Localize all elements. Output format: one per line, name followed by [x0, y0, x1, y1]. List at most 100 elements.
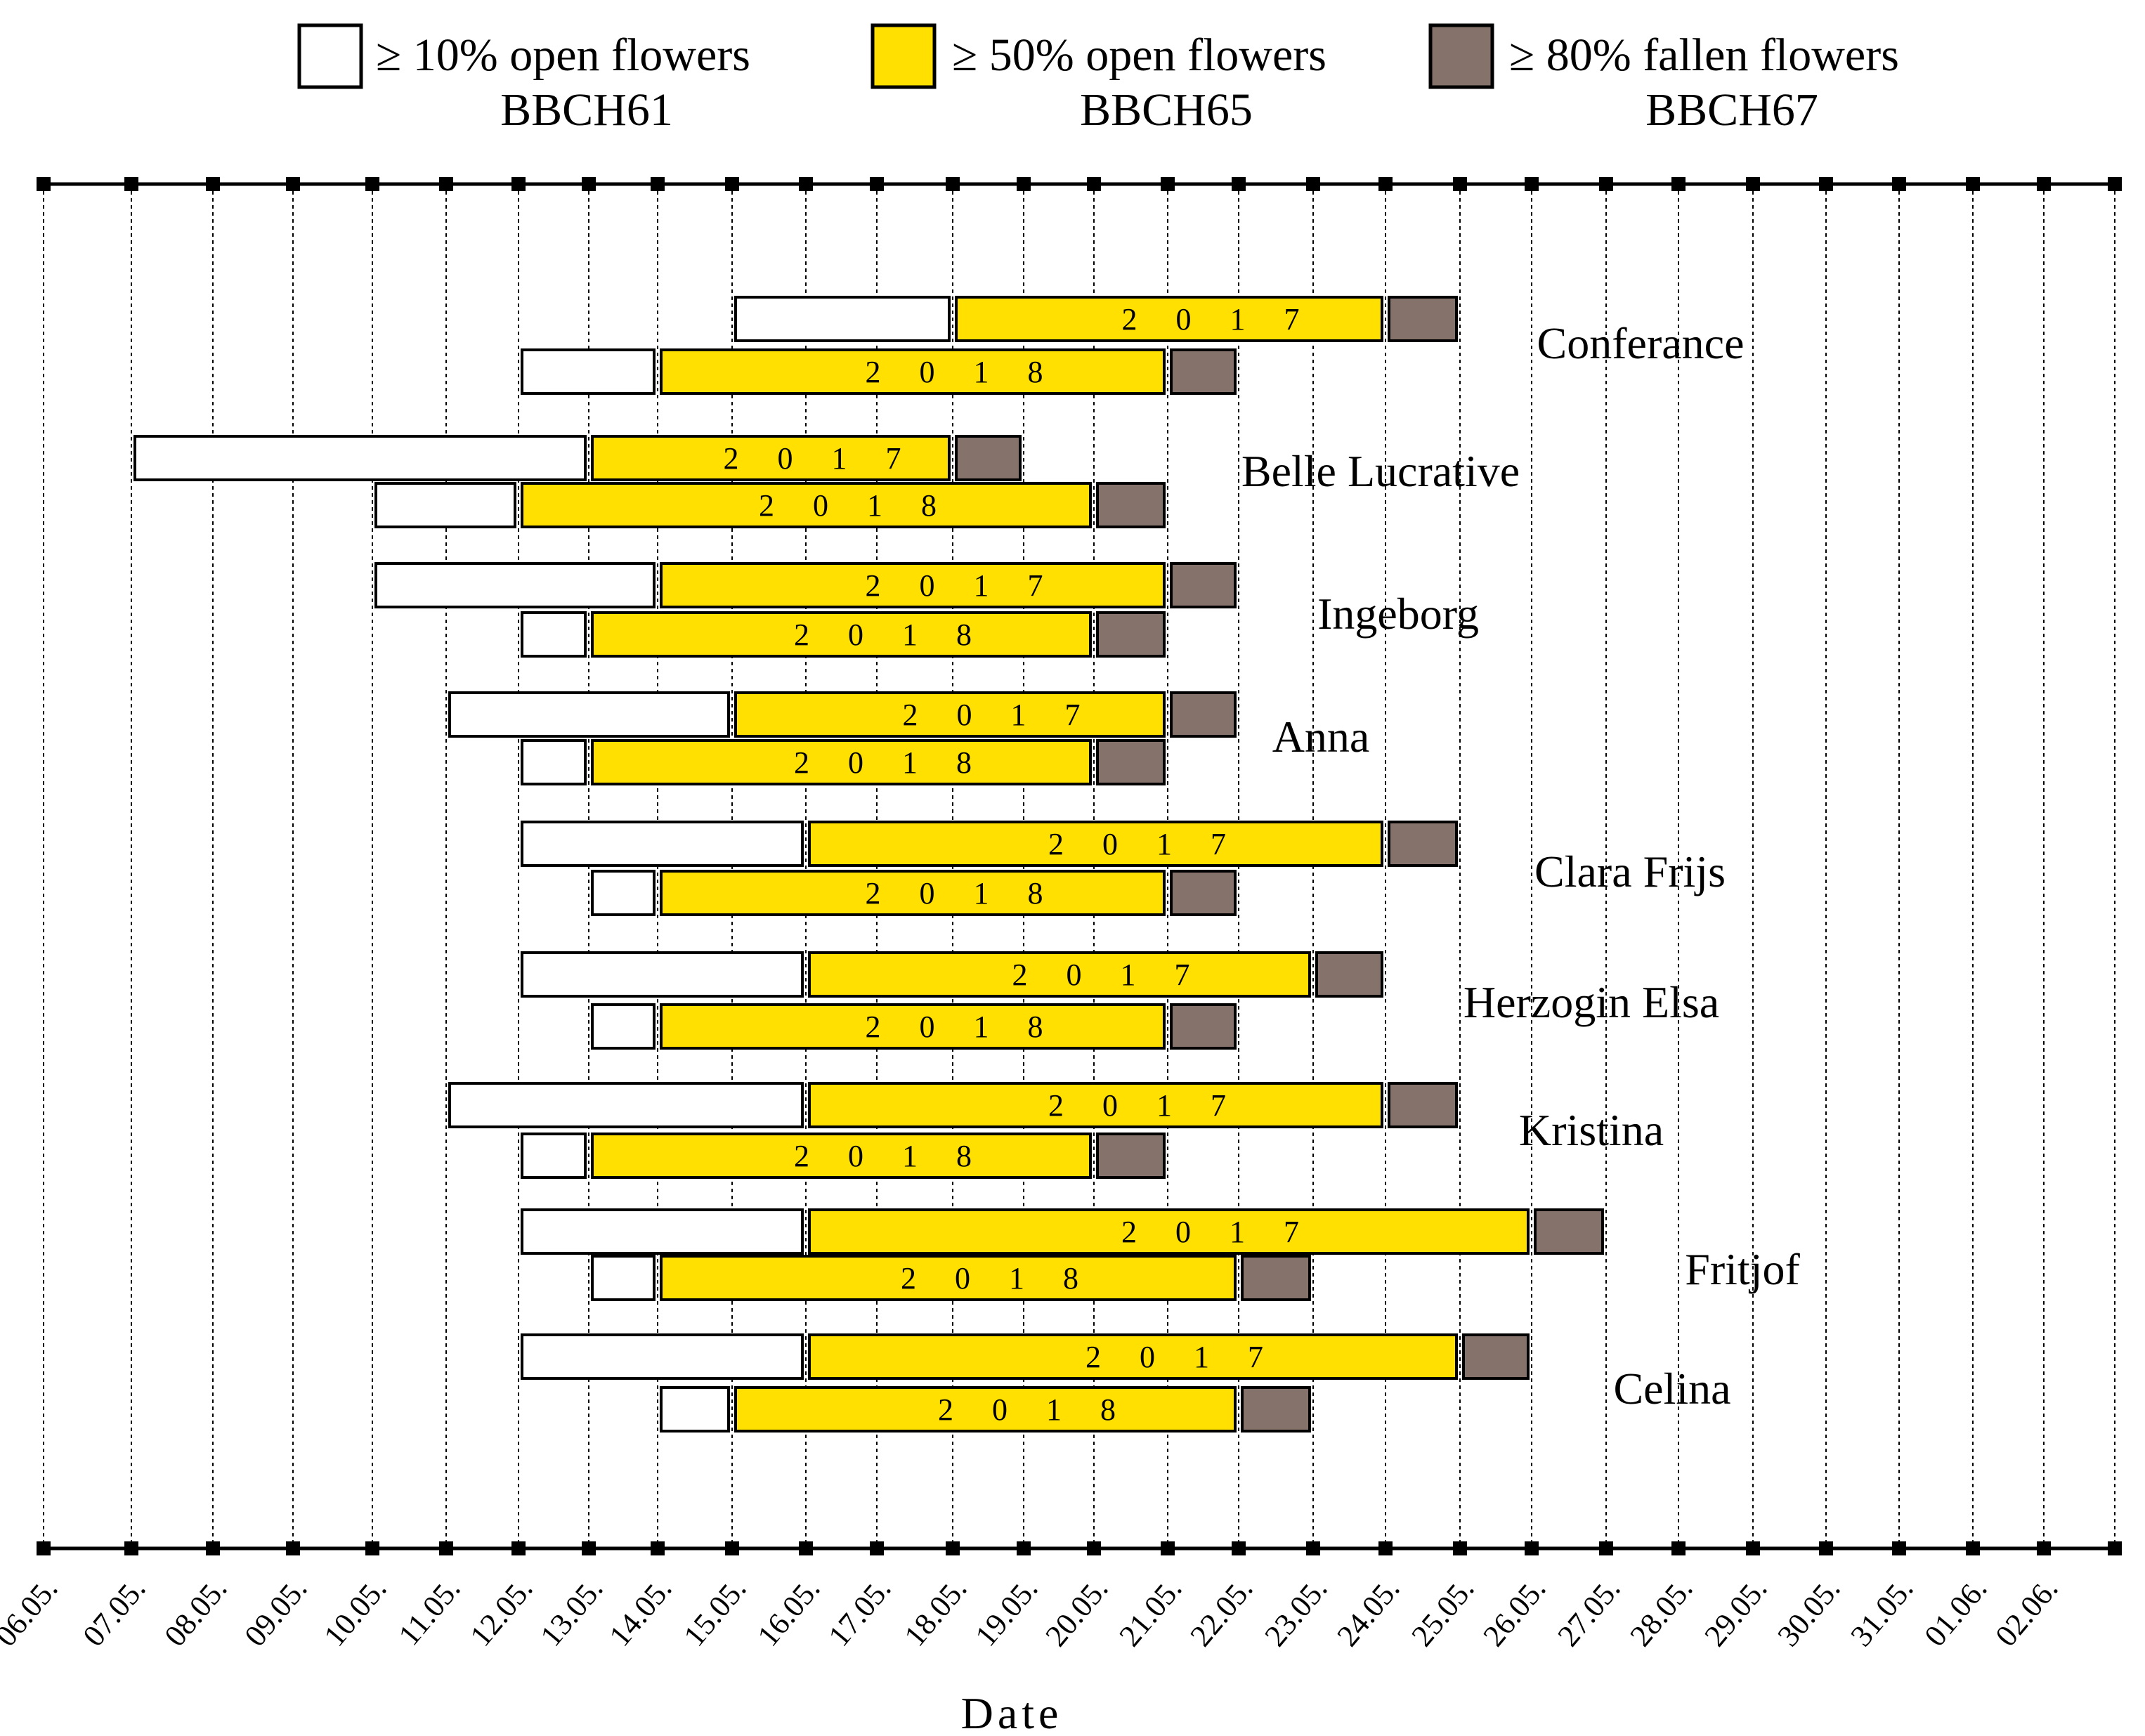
bar-bbch67-3-0	[1170, 691, 1237, 738]
tick-label-16: 22.05.	[1183, 1572, 1259, 1653]
tick-label-2: 08.05.	[157, 1572, 233, 1653]
bar-bbch67-5-1	[1170, 1003, 1237, 1050]
tick-label-1: 07.05.	[76, 1572, 152, 1653]
top-axis-marker-1	[124, 177, 138, 191]
bar-bbch61-8-1	[660, 1386, 730, 1432]
bar-bbch67-7-1	[1241, 1255, 1311, 1301]
bar-bbch65-8-1	[734, 1386, 1237, 1432]
bar-year-label-8-0: 2 0 1 7	[1085, 1340, 1279, 1374]
bar-bbch67-2-0	[1170, 562, 1237, 608]
bar-year-label-2-0: 2 0 1 7	[866, 568, 1059, 603]
tick-label-23: 29.05.	[1697, 1572, 1773, 1653]
top-axis-marker-18	[1378, 177, 1393, 191]
date-tick-labels: 06.05. 07.05. 08.05. 09.05. 10.05.11.05.12.0…	[0, 1572, 2065, 1653]
x-axis-title: Date	[961, 1688, 1063, 1736]
bar-bbch61-6-1	[521, 1133, 587, 1179]
bar-bbch65-3-0	[734, 691, 1166, 738]
tick-label-17: 23.05.	[1258, 1572, 1334, 1653]
bar-bbch65-8-0	[808, 1333, 1458, 1380]
tick-label-0: 06.05.	[0, 1572, 65, 1653]
bar-bbch67-7-0	[1534, 1208, 1604, 1255]
bottom-axis-marker-15	[1161, 1541, 1175, 1555]
tick-label-27: 02.06.	[1988, 1572, 2064, 1653]
bottom-axis-marker-5	[439, 1541, 453, 1555]
bottom-axis-marker-20	[1525, 1541, 1539, 1555]
tick-label-10: 16.05.	[750, 1572, 826, 1653]
bar-year-label-8-1: 2 0 1 8	[938, 1392, 1131, 1427]
axes	[37, 177, 2122, 1555]
bar-bbch61-3-1	[521, 739, 587, 785]
bottom-axis-marker-9	[725, 1541, 739, 1555]
variety-label-3: Anna	[1272, 712, 1370, 762]
bar-bbch61-3-0	[448, 691, 730, 738]
bar-bbch67-3-1	[1096, 739, 1166, 785]
bar-bbch61-5-0	[521, 951, 804, 998]
bar-bbch65-2-1	[591, 611, 1092, 658]
top-axis-marker-0	[37, 177, 51, 191]
bar-bbch65-3-1	[591, 739, 1092, 785]
bar-bbch61-2-1	[521, 611, 587, 658]
bottom-axis-marker-12	[946, 1541, 960, 1555]
bar-bbch65-5-0	[808, 951, 1311, 998]
bar-year-label-1-1: 2 0 1 8	[759, 488, 952, 523]
legend-swatch-bbch61	[297, 23, 363, 89]
bar-bbch61-6-0	[448, 1082, 804, 1128]
bar-bbch61-8-0	[521, 1333, 804, 1380]
bar-bbch61-1-1	[374, 482, 516, 528]
bar-bbch65-7-0	[808, 1208, 1530, 1255]
bottom-axis-marker-13	[1017, 1541, 1031, 1555]
bar-bbch65-7-1	[660, 1255, 1237, 1301]
variety-label-4: Clara Frijs	[1534, 847, 1726, 896]
bar-bbch61-7-0	[521, 1208, 804, 1255]
bar-bbch65-1-1	[521, 482, 1092, 528]
top-axis-marker-8	[651, 177, 665, 191]
top-axis-marker-4	[365, 177, 379, 191]
top-axis-marker-21	[1599, 177, 1613, 191]
bar-year-label-1-0: 2 0 1 7	[724, 441, 917, 476]
tick-label-20: 26.05.	[1476, 1572, 1552, 1653]
bar-bbch65-5-1	[660, 1003, 1166, 1050]
top-axis-marker-6	[511, 177, 526, 191]
bottom-axis-marker-17	[1306, 1541, 1320, 1555]
top-axis-marker-13	[1017, 177, 1031, 191]
tick-label-21: 27.05.	[1551, 1572, 1626, 1653]
bottom-axis-marker-27	[2037, 1541, 2051, 1555]
bar-bbch65-0-1	[660, 348, 1166, 395]
tick-label-26: 01.06.	[1917, 1572, 1993, 1653]
bar-bbch67-0-0	[1388, 296, 1458, 342]
bar-year-label-3-0: 2 0 1 7	[903, 698, 1096, 732]
bar-bbch67-8-1	[1241, 1386, 1311, 1432]
bottom-axis-marker-7	[582, 1541, 596, 1555]
bar-bbch65-6-1	[591, 1133, 1092, 1179]
bottom-axis-marker-25	[1892, 1541, 1906, 1555]
bar-bbch65-0-0	[955, 296, 1383, 342]
bar-year-label-2-1: 2 0 1 8	[794, 618, 987, 652]
bottom-axis-marker-14	[1087, 1541, 1101, 1555]
bar-bbch65-2-0	[660, 562, 1166, 608]
top-axis-marker-27	[2037, 177, 2051, 191]
top-axis-marker-25	[1892, 177, 1906, 191]
top-axis-marker-23	[1746, 177, 1760, 191]
tick-label-7: 13.05.	[533, 1572, 609, 1653]
bottom-axis-marker-0	[37, 1541, 51, 1555]
tick-label-15: 21.05.	[1112, 1572, 1188, 1653]
tick-label-4: 10.05.	[317, 1572, 393, 1653]
variety-labels: Conferance Belle Lucrative Ingeborg Anna Cla…	[1241, 318, 1801, 1414]
top-axis-marker-3	[286, 177, 300, 191]
bottom-axis-marker-19	[1453, 1541, 1467, 1555]
tick-label-11: 17.05.	[821, 1572, 897, 1653]
top-axis-marker-16	[1232, 177, 1246, 191]
bottom-axis-marker-end	[2108, 1541, 2122, 1555]
top-axis-marker-19	[1453, 177, 1467, 191]
variety-label-8: Celina	[1613, 1364, 1730, 1414]
variety-label-1: Belle Lucrative	[1241, 446, 1520, 496]
bar-bbch61-7-1	[591, 1255, 656, 1301]
bottom-axis-marker-18	[1378, 1541, 1393, 1555]
tick-label-24: 30.05.	[1771, 1572, 1846, 1653]
bar-year-label-5-1: 2 0 1 8	[866, 1010, 1059, 1044]
top-axis-marker-17	[1306, 177, 1320, 191]
legend-stage-bbch61: BBCH61	[500, 84, 673, 136]
bar-bbch65-4-1	[660, 870, 1166, 916]
bottom-axis-marker-11	[870, 1541, 884, 1555]
bar-year-label-6-1: 2 0 1 8	[794, 1139, 987, 1173]
